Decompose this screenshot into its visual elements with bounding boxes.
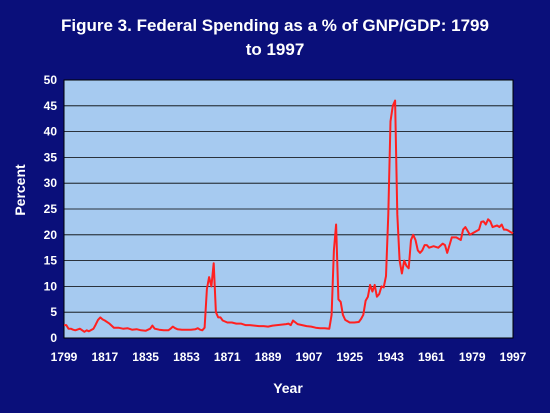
x-tick-label: 1835 xyxy=(132,350,159,364)
x-tick-labels: 1799 1817 1835 1853 1871 1889 1907 1925 1943 1961… xyxy=(51,350,527,364)
x-tick-label: 1817 xyxy=(91,350,118,364)
y-tick-label: 0 xyxy=(50,331,57,345)
x-tick-label: 1979 xyxy=(459,350,486,364)
y-tick-label: 5 xyxy=(50,305,57,319)
chart-title-line1: Figure 3. Federal Spending as a % of GNP… xyxy=(61,16,489,35)
y-tick-labels: 0 5 10 15 20 25 30 35 40 45 50 xyxy=(44,73,58,345)
y-tick-label: 25 xyxy=(44,202,58,216)
x-axis-label: Year xyxy=(273,380,303,396)
x-tick-label: 1907 xyxy=(296,350,323,364)
chart-title-line2: to 1997 xyxy=(245,40,305,59)
y-tick-label: 20 xyxy=(44,228,58,242)
y-tick-label: 30 xyxy=(44,176,58,190)
y-tick-label: 15 xyxy=(44,254,58,268)
y-tick-label: 40 xyxy=(44,125,58,139)
x-tick-label: 1925 xyxy=(336,350,363,364)
x-tick-label: 1853 xyxy=(173,350,200,364)
spending-series-line xyxy=(64,99,514,333)
y-tick-label: 50 xyxy=(44,73,58,87)
x-tick-label: 1943 xyxy=(377,350,404,364)
y-tick-label: 35 xyxy=(44,150,58,164)
y-tick-label: 10 xyxy=(44,279,58,293)
gridlines xyxy=(64,105,513,313)
x-tick-label: 1889 xyxy=(255,350,282,364)
x-tick-label: 1997 xyxy=(500,350,527,364)
x-tick-label: 1961 xyxy=(418,350,445,364)
x-tick-label: 1871 xyxy=(214,350,241,364)
y-axis-label: Percent xyxy=(12,164,28,216)
y-tick-label: 45 xyxy=(44,99,58,113)
x-tick-label: 1799 xyxy=(51,350,78,364)
chart-title: Figure 3. Federal Spending as a % of GNP… xyxy=(0,14,550,62)
